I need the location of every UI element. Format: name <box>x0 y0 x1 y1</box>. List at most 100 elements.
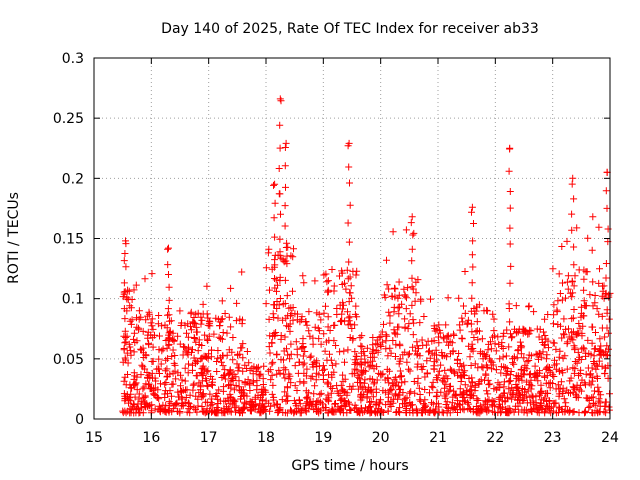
x-tick-label: 15 <box>85 430 103 446</box>
roti-point <box>411 389 419 397</box>
roti-point <box>332 360 340 368</box>
roti-point <box>385 285 393 293</box>
roti-point <box>120 377 128 385</box>
roti-point <box>295 396 303 404</box>
roti-point <box>532 371 540 379</box>
roti-point <box>161 407 169 415</box>
roti-point <box>508 391 516 399</box>
roti-point <box>283 392 291 400</box>
roti-point <box>346 406 354 414</box>
roti-point <box>562 294 569 302</box>
roti-point <box>330 322 338 329</box>
roti-point <box>121 288 129 296</box>
roti-point <box>135 405 142 413</box>
roti-point <box>311 277 319 285</box>
roti-point <box>235 364 243 372</box>
roti-point <box>459 318 467 326</box>
roti-point <box>201 331 209 339</box>
roti-point <box>533 325 541 333</box>
roti-point <box>122 263 130 271</box>
roti-point <box>181 321 189 329</box>
roti-point <box>555 367 563 375</box>
roti-point <box>120 305 128 313</box>
roti-point <box>165 296 173 304</box>
roti-point <box>307 352 315 360</box>
roti-point <box>595 348 603 355</box>
roti-point <box>239 386 247 394</box>
roti-point <box>558 296 566 304</box>
roti-point <box>128 316 136 324</box>
roti-point <box>523 409 531 417</box>
roti-point <box>443 353 451 361</box>
roti-point <box>327 389 335 397</box>
chart-title: Day 140 of 2025, Rate Of TEC Index for r… <box>161 21 539 37</box>
roti-point <box>541 394 549 402</box>
roti-point <box>312 401 320 409</box>
roti-point <box>176 340 184 348</box>
roti-point <box>409 285 417 293</box>
roti-point <box>570 369 578 377</box>
roti-point <box>162 387 170 395</box>
roti-point <box>164 355 172 362</box>
roti-point <box>281 276 289 284</box>
roti-point <box>142 403 150 411</box>
roti-point <box>323 278 331 286</box>
roti-point <box>269 381 277 389</box>
roti-point <box>277 332 285 339</box>
roti-point <box>259 381 267 388</box>
roti-point <box>563 365 571 373</box>
roti-point <box>166 370 174 378</box>
roti-point <box>273 350 281 358</box>
roti-point <box>119 409 127 417</box>
roti-point <box>203 310 211 318</box>
roti-point <box>387 403 395 410</box>
roti-point <box>412 278 420 286</box>
roti-point <box>135 307 143 315</box>
roti-point <box>189 366 196 374</box>
roti-point <box>338 316 346 324</box>
roti-point <box>120 332 128 340</box>
roti-point <box>199 392 207 400</box>
roti-point <box>464 400 472 408</box>
roti-point <box>549 371 557 379</box>
roti-point <box>227 284 235 292</box>
x-tick-label: 23 <box>544 430 562 446</box>
roti-point <box>232 382 240 389</box>
roti-point <box>566 377 574 385</box>
roti-point <box>538 406 546 414</box>
roti-point <box>369 350 377 357</box>
roti-point <box>289 316 297 324</box>
roti-point <box>460 397 468 405</box>
roti-point <box>575 371 582 379</box>
roti-point <box>526 371 533 379</box>
roti-point <box>433 376 441 384</box>
roti-point <box>557 322 564 330</box>
roti-point <box>345 238 353 246</box>
roti-point <box>575 409 583 417</box>
roti-point <box>245 359 253 367</box>
roti-point <box>505 300 513 308</box>
roti-point <box>455 401 463 409</box>
roti-point <box>355 407 363 415</box>
roti-point <box>468 251 476 259</box>
roti-point <box>566 289 574 297</box>
roti-point <box>147 385 155 393</box>
roti-point <box>346 179 353 187</box>
roti-point <box>169 405 177 413</box>
roti-point <box>332 400 339 407</box>
roti-point <box>199 362 207 370</box>
roti-point <box>503 409 511 416</box>
roti-point <box>544 311 552 318</box>
roti-point <box>577 309 585 317</box>
roti-point <box>369 393 377 401</box>
roti-point <box>401 315 409 323</box>
roti-point <box>278 396 286 404</box>
roti-point <box>388 386 396 394</box>
roti-point <box>504 367 512 375</box>
roti-point <box>380 291 388 299</box>
roti-point <box>590 345 598 353</box>
roti-point <box>221 408 229 416</box>
roti-point <box>386 344 394 352</box>
roti-point <box>270 181 277 189</box>
roti-point <box>284 384 291 392</box>
